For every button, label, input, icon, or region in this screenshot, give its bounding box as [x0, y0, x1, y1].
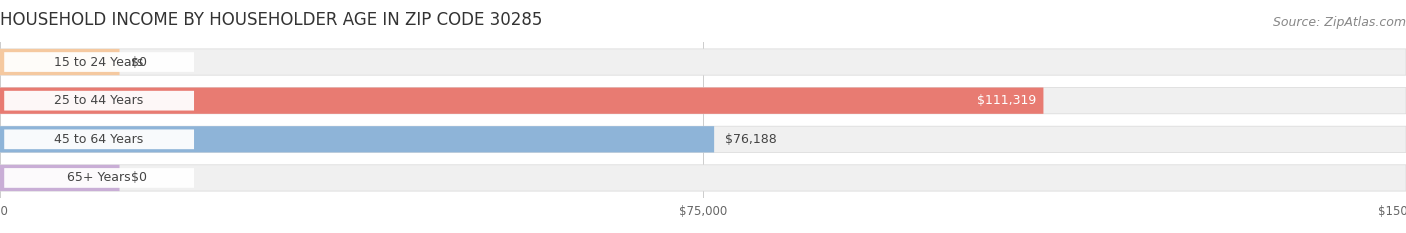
Text: $0: $0 [131, 55, 146, 69]
FancyBboxPatch shape [4, 130, 194, 149]
Text: HOUSEHOLD INCOME BY HOUSEHOLDER AGE IN ZIP CODE 30285: HOUSEHOLD INCOME BY HOUSEHOLDER AGE IN Z… [0, 11, 543, 29]
Text: 65+ Years: 65+ Years [67, 171, 131, 185]
FancyBboxPatch shape [0, 165, 1406, 191]
FancyBboxPatch shape [4, 52, 194, 72]
Text: $111,319: $111,319 [977, 94, 1036, 107]
Text: Source: ZipAtlas.com: Source: ZipAtlas.com [1272, 17, 1406, 29]
FancyBboxPatch shape [0, 165, 120, 191]
FancyBboxPatch shape [4, 91, 194, 110]
FancyBboxPatch shape [0, 126, 714, 152]
FancyBboxPatch shape [0, 88, 1406, 114]
FancyBboxPatch shape [0, 88, 1043, 114]
Text: 25 to 44 Years: 25 to 44 Years [55, 94, 143, 107]
FancyBboxPatch shape [0, 126, 1406, 152]
Text: $76,188: $76,188 [725, 133, 778, 146]
FancyBboxPatch shape [4, 168, 194, 188]
FancyBboxPatch shape [0, 49, 120, 75]
Text: 45 to 64 Years: 45 to 64 Years [55, 133, 143, 146]
Text: 15 to 24 Years: 15 to 24 Years [55, 55, 143, 69]
Text: $0: $0 [131, 171, 146, 185]
FancyBboxPatch shape [0, 49, 1406, 75]
